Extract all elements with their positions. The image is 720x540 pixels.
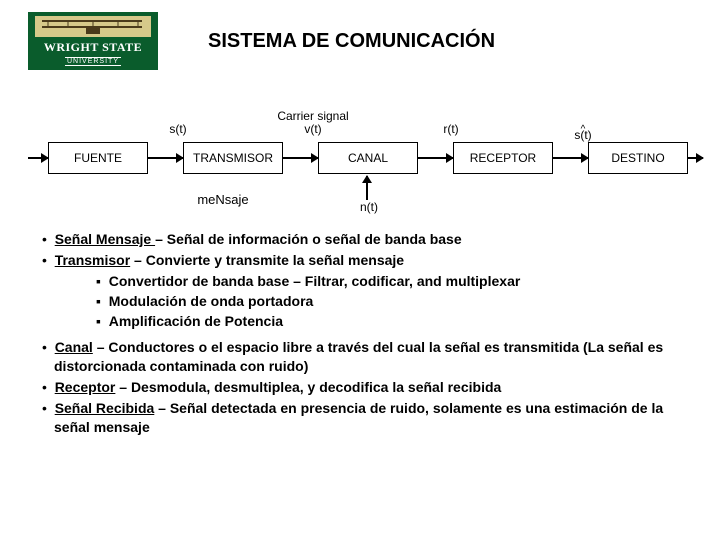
term-transmisor: Transmisor: [55, 252, 130, 268]
sub2-text: Modulación de onda portadora: [109, 293, 314, 309]
carrier-vt: v(t): [304, 122, 321, 136]
sub-convertidor: ▪ Convertidor de banda base – Filtrar, c…: [96, 272, 692, 291]
signal-n-t: n(t): [324, 200, 414, 214]
term-senal-mensaje: Señal Mensaje: [55, 231, 155, 247]
sub-amplificacion: ▪ Amplificación de Potencia: [96, 312, 692, 331]
block-receptor: RECEPTOR: [453, 142, 553, 174]
mensaje-label: meNsaje: [178, 192, 268, 207]
rest-senal-mensaje: – Señal de información o señal de banda …: [155, 231, 462, 247]
block-transmisor: TRANSMISOR: [183, 142, 283, 174]
bullet-senal-mensaje: • Señal Mensaje – Señal de información o…: [42, 230, 692, 249]
sub-modulacion: ▪ Modulación de onda portadora: [96, 292, 692, 311]
rest-canal: – Conductores o el espacio libre a travé…: [54, 339, 663, 374]
header: WRIGHT STATE UNIVERSITY SISTEMA DE COMUN…: [28, 12, 692, 70]
arrow-in: [28, 157, 48, 159]
slide-title: SISTEMA DE COMUNICACIÓN: [208, 30, 495, 53]
rest-receptor: – Desmodula, desmultiplea, y decodifica …: [115, 379, 501, 395]
bullet-canal: • Canal – Conductores o el espacio libre…: [42, 338, 692, 376]
carrier-label: Carrier signal: [277, 109, 348, 123]
bullet-transmisor: • Transmisor – Convierte y transmite la …: [42, 251, 692, 270]
term-recibida: Señal Recibida: [55, 400, 155, 416]
bullet-list: • Señal Mensaje – Señal de información o…: [28, 230, 692, 437]
logo-line2: UNIVERSITY: [65, 57, 121, 66]
wright-flyer-icon: [35, 16, 151, 37]
block-fuente: FUENTE: [48, 142, 148, 174]
arrow-out: [688, 157, 703, 159]
sub3-text: Amplificación de Potencia: [109, 313, 283, 329]
arrow-1: [148, 157, 183, 159]
sub1-text: Convertidor de banda base – Filtrar, cod…: [109, 273, 521, 289]
rest-transmisor: – Convierte y transmite la señal mensaje: [130, 252, 404, 268]
signal-r-t: r(t): [406, 122, 496, 136]
signal-s-t: s(t): [133, 122, 223, 136]
arrow-noise: [366, 176, 368, 200]
logo-line1: WRIGHT STATE: [44, 40, 142, 55]
university-logo: WRIGHT STATE UNIVERSITY: [28, 12, 158, 70]
bullet-senal-recibida: • Señal Recibida – Señal detectada en pr…: [42, 399, 692, 437]
block-canal: CANAL: [318, 142, 418, 174]
arrow-3: [418, 157, 453, 159]
arrow-4: [553, 157, 588, 159]
term-canal: Canal: [55, 339, 93, 355]
communication-system-diagram: s(t) Carrier signal v(t) r(t) ^ s(t) FUE…: [28, 92, 692, 212]
bullet-receptor: • Receptor – Desmodula, desmultiplea, y …: [42, 378, 692, 397]
block-destino: DESTINO: [588, 142, 688, 174]
shat-text: s(t): [574, 128, 591, 142]
term-receptor: Receptor: [55, 379, 116, 395]
arrow-2: [283, 157, 318, 159]
signal-carrier: Carrier signal v(t): [268, 110, 358, 136]
